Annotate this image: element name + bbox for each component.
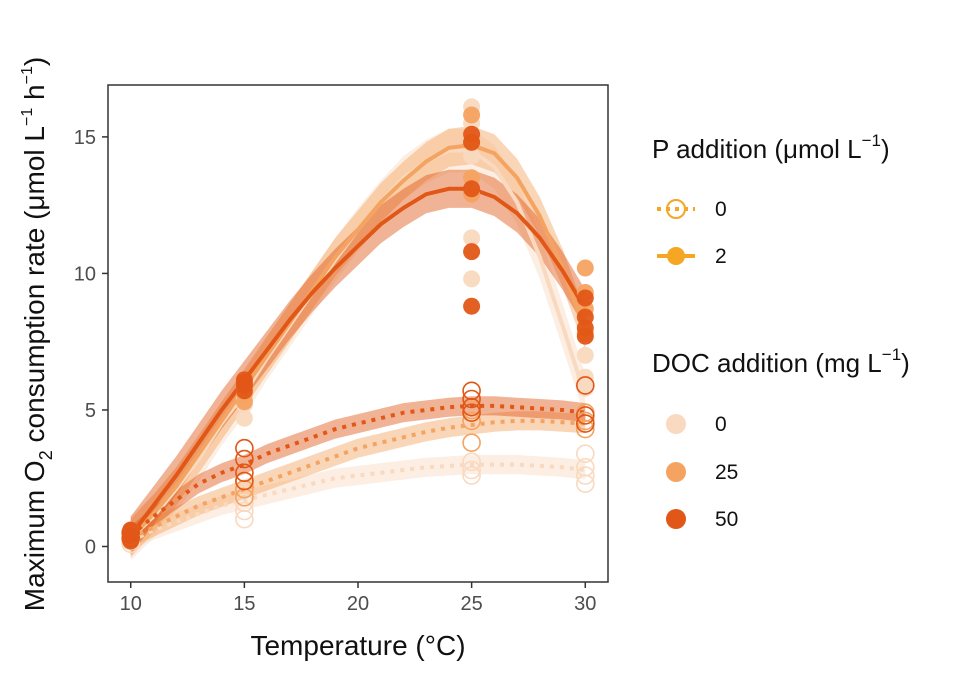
data-point	[462, 403, 481, 423]
data-point	[576, 289, 594, 307]
fit-line-p2-doc25	[129, 143, 588, 540]
legend-doc-key-50	[666, 509, 686, 529]
data-point	[575, 466, 595, 485]
y-tick-label: 5	[85, 400, 96, 422]
data-point	[235, 501, 254, 521]
fit-line-layer	[129, 143, 588, 543]
legend-doc-label-25: 25	[715, 461, 738, 484]
legend-doc-key-0	[666, 414, 686, 434]
data-point	[462, 466, 481, 485]
data-point	[575, 444, 595, 464]
ribbon-p2-doc0	[130, 128, 586, 561]
data-point	[463, 270, 481, 288]
data-point	[235, 409, 253, 427]
axes: 10 15 20 25 30 0 5 10 15	[74, 127, 597, 615]
legend-p-key-2	[657, 247, 695, 265]
data-point	[462, 433, 481, 453]
fit-line-p2-doc50	[129, 186, 588, 537]
data-point	[235, 471, 254, 491]
data-point	[576, 346, 594, 364]
data-point	[576, 319, 594, 337]
x-tick-label: 30	[574, 593, 596, 615]
data-point	[463, 297, 481, 315]
fit-line-p0-doc0	[129, 462, 586, 543]
data-point	[235, 374, 253, 392]
x-tick-label: 15	[233, 593, 255, 615]
data-point	[463, 180, 481, 198]
legend-p-key-0	[657, 199, 695, 219]
data-point	[575, 376, 595, 395]
data-point	[463, 229, 481, 247]
legend-doc-key-25	[666, 462, 686, 482]
legend-p-label-0: 0	[715, 198, 727, 221]
data-point	[575, 457, 595, 477]
plot-panel	[107, 84, 609, 583]
point-layer	[121, 98, 595, 554]
ribbon-p0-doc0	[130, 455, 586, 551]
y-tick-label: 15	[74, 127, 96, 149]
ribbon-p2-doc25	[130, 126, 586, 558]
data-point	[575, 406, 595, 425]
x-tick-label: 25	[461, 593, 483, 615]
legend-p-addition: P addition (μmol L−1) 0 2	[652, 131, 890, 268]
y-tick-label: 10	[74, 263, 96, 285]
data-point	[463, 147, 481, 165]
data-point	[463, 243, 481, 261]
legend-p-label-2: 2	[715, 245, 727, 268]
data-point	[462, 397, 481, 417]
data-point	[576, 259, 594, 277]
ribbon-p0-doc25	[130, 411, 586, 548]
data-point	[121, 523, 140, 543]
x-tick-label: 20	[347, 593, 369, 615]
data-point	[462, 452, 481, 472]
fit-line-p0-doc25	[129, 418, 586, 541]
legend-doc-label-50: 50	[715, 508, 738, 531]
data-point	[462, 389, 481, 409]
data-point	[235, 449, 254, 469]
legend-p-title: P addition (μmol L−1)	[652, 131, 890, 164]
data-point	[235, 493, 254, 513]
x-axis-title: Temperature (°C)	[250, 630, 465, 661]
data-point	[462, 411, 481, 431]
data-point	[121, 528, 140, 548]
data-point	[235, 438, 254, 458]
legend-doc-title: DOC addition (mg L−1)	[652, 345, 910, 378]
data-point	[235, 463, 254, 483]
y-axis-title: Maximum O2 consumption rate (μmol L−1 h−…	[19, 57, 56, 611]
data-point	[463, 106, 481, 124]
data-point	[463, 133, 481, 151]
x-tick-label: 10	[120, 593, 142, 615]
data-point	[462, 460, 481, 480]
legend-doc-addition: DOC addition (mg L−1) 0 25 50	[652, 345, 910, 531]
y-tick-label: 0	[85, 537, 96, 559]
data-point	[575, 414, 595, 433]
legend-doc-label-0: 0	[715, 413, 727, 436]
